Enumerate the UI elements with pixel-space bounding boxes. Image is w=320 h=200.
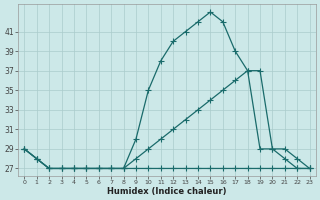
X-axis label: Humidex (Indice chaleur): Humidex (Indice chaleur) xyxy=(107,187,227,196)
